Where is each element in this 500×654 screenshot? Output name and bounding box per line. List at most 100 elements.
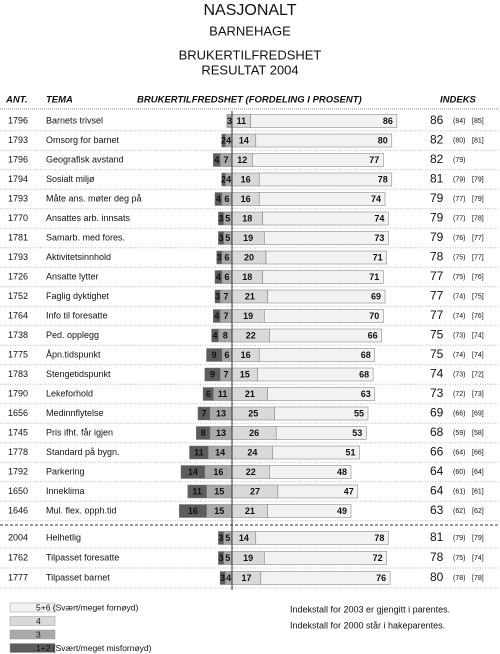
segment-label: 76: [376, 573, 386, 583]
topic: Aktivitetsinnhold: [46, 252, 111, 262]
segment-label: 13: [216, 408, 226, 418]
segment-label: 78: [374, 533, 384, 543]
index: 82: [430, 133, 444, 147]
count: 1790: [8, 388, 28, 398]
topic: Mul. flex. opph.tid: [46, 505, 117, 515]
count: 1745: [8, 427, 28, 437]
bar-segment: [179, 504, 207, 518]
bar-segment: [255, 531, 389, 545]
index-2000: [66]: [472, 449, 484, 456]
index-2000: [81]: [472, 137, 484, 144]
index: 81: [430, 530, 444, 544]
count: 1777: [8, 572, 28, 582]
bar-segment: [214, 270, 223, 284]
segment-label: 9: [210, 369, 215, 379]
legend-swatch: [9, 616, 56, 626]
index-2000: [75]: [472, 293, 484, 300]
index-2003: (74): [453, 293, 465, 300]
legend-swatch: [9, 602, 56, 613]
segment-label: 11: [192, 486, 202, 496]
count: 1646: [8, 505, 28, 515]
bar-segment: [189, 445, 209, 460]
segment-label: 25: [248, 408, 258, 418]
index-2000: [74]: [472, 555, 484, 562]
bar-segment: [218, 211, 224, 226]
topic: Ansatte lytter: [46, 271, 99, 281]
topic: Parkering: [46, 466, 85, 476]
index: 81: [430, 172, 444, 186]
index: 79: [430, 230, 444, 244]
count: 1793: [8, 252, 28, 262]
topic: Barnets trivsel: [46, 115, 103, 125]
segment-label: 74: [371, 194, 381, 204]
segment-label: 80: [378, 135, 388, 145]
segment-label: 72: [373, 553, 383, 563]
index-2000: [76]: [472, 313, 484, 320]
segment-label: 16: [241, 350, 251, 360]
bar-segment: [272, 445, 360, 460]
segment-label: 4: [214, 311, 219, 321]
count: 2004: [8, 532, 28, 542]
segment-label: 16: [241, 174, 251, 184]
index-2000: [78]: [472, 215, 484, 222]
bar-segment: [269, 328, 382, 343]
index: 73: [430, 386, 444, 400]
index: 79: [430, 211, 444, 225]
bar-segment: [219, 571, 226, 585]
count: 1775: [8, 349, 28, 359]
index-2003: (77): [453, 196, 465, 203]
segment-label: 13: [216, 428, 226, 438]
index-2000: [74]: [472, 332, 484, 339]
segment-label: 14: [215, 447, 225, 457]
index-2003: (61): [453, 488, 465, 495]
index: 82: [430, 152, 444, 166]
index-2003: (73): [453, 371, 465, 378]
segment-label: 12: [237, 155, 247, 165]
index-2003: (84): [453, 118, 465, 125]
segment-label: 3: [227, 116, 232, 126]
segment-label: 6: [224, 272, 229, 282]
index-2003: (78): [453, 575, 465, 582]
legend-swatch: [9, 629, 56, 640]
bar-segment: [269, 465, 352, 479]
count: 1796: [8, 115, 28, 125]
segment-label: 49: [337, 506, 347, 516]
count: 1793: [8, 193, 28, 203]
note: Indekstall for 2003 er gjengitt i parent…: [290, 604, 450, 614]
bar-segment: [274, 406, 369, 421]
topic: Samarb. med fores.: [46, 232, 125, 242]
segment-label: 4: [226, 135, 231, 145]
count: 1738: [8, 330, 28, 340]
segment-label: 77: [369, 155, 379, 165]
segment-label: 7: [224, 155, 229, 165]
bar-segment: [264, 309, 384, 323]
index: 68: [430, 425, 444, 439]
index-2000: [61]: [472, 488, 484, 495]
index-2000: [73]: [472, 391, 484, 398]
index: 63: [430, 503, 444, 517]
topic: Tilpasset barnet: [46, 572, 110, 582]
segment-label: 7: [201, 408, 206, 418]
count: 1656: [8, 408, 28, 418]
index-2003: (62): [453, 508, 465, 515]
segment-label: 5: [225, 553, 230, 563]
segment-label: 17: [241, 573, 251, 583]
segment-label: 5: [225, 533, 230, 543]
bar-segment: [221, 172, 226, 187]
segment-label: 3: [218, 233, 223, 243]
count: 1764: [8, 310, 28, 320]
topic: Måte ans. møter deg på: [46, 193, 142, 203]
segment-label: 4: [216, 272, 221, 282]
index: 69: [430, 406, 444, 420]
topic: Ped. opplegg: [46, 330, 99, 340]
bar-segment: [258, 348, 376, 362]
bar-segment: [257, 367, 374, 382]
index-2003: (79): [453, 157, 465, 164]
bar-segment: [267, 387, 376, 401]
segment-label: 66: [368, 330, 378, 340]
segment-label: 55: [354, 408, 364, 418]
index-2000: [76]: [472, 274, 484, 281]
bar-segment: [180, 465, 206, 479]
segment-label: 21: [245, 291, 255, 301]
